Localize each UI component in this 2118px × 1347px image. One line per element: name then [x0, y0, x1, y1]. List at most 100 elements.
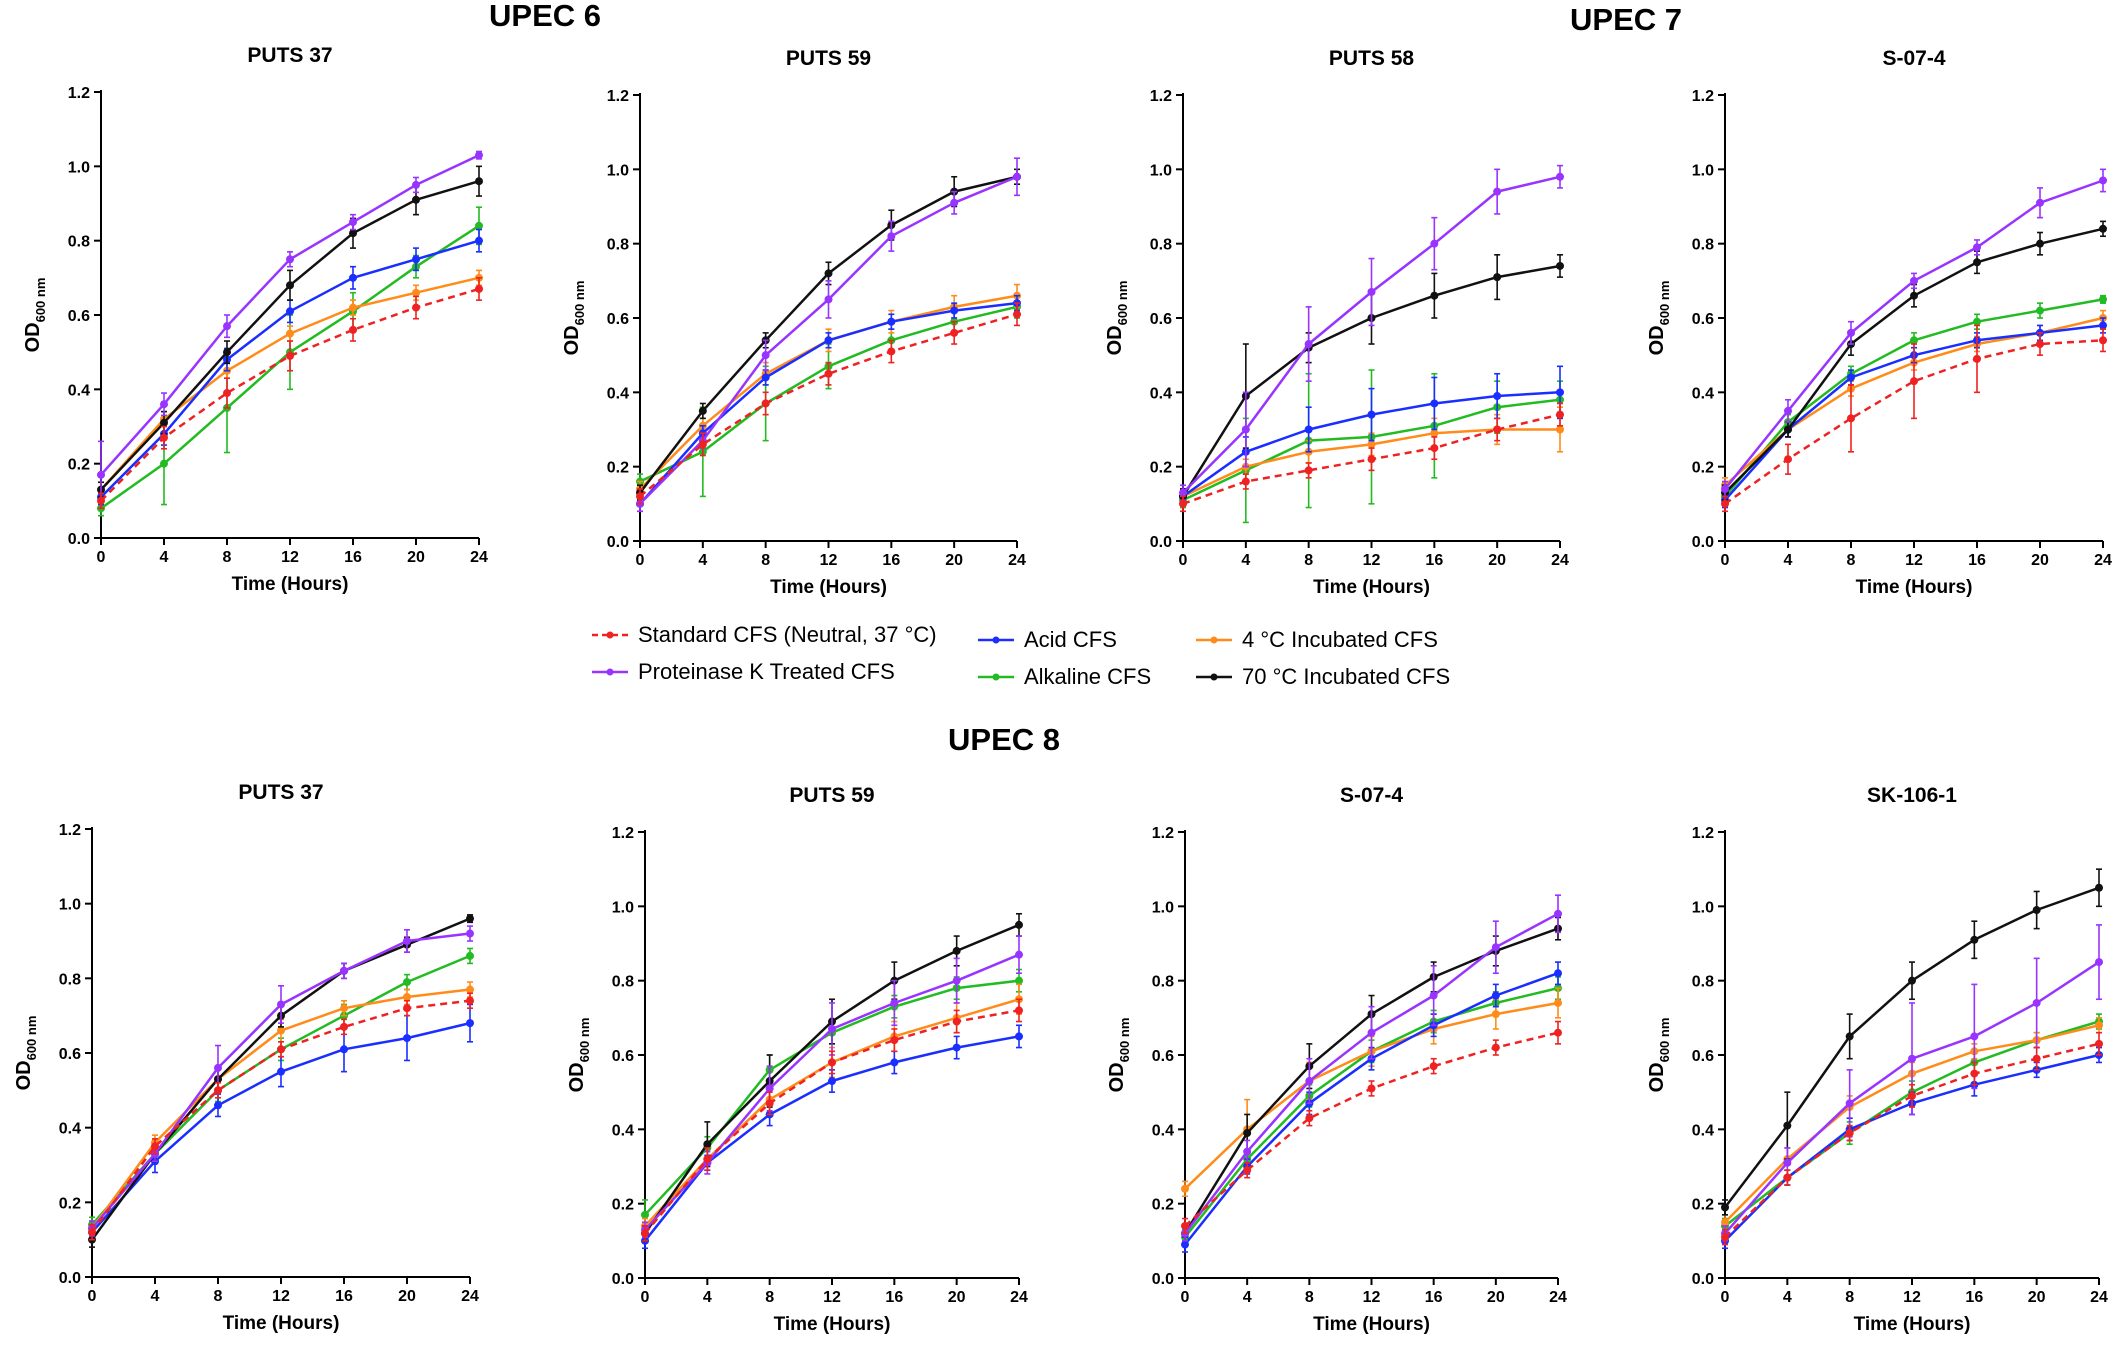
data-point	[1367, 1028, 1376, 1037]
data-point	[1908, 1054, 1916, 1063]
x-axis-label: Time (Hours)	[232, 574, 349, 595]
y-tick-label: 1.0	[1692, 162, 1714, 179]
series-proteinase-k-treated-cfs	[1179, 164, 1564, 501]
data-point	[2095, 1039, 2103, 1048]
data-point	[952, 1017, 961, 1026]
data-point	[1973, 243, 1981, 252]
data-point	[2099, 176, 2107, 185]
data-point	[698, 440, 707, 449]
chart-panel-6: PUTS 59 0.0 0.2 0.4 0.6 0.8 1.0 1.2 0 4 8 12 16 20 24 T…	[566, 784, 1028, 1335]
data-point	[1181, 1184, 1189, 1193]
x-tick-label: 12	[1363, 552, 1381, 569]
y-axis-label: OD600 nm	[1106, 1018, 1132, 1093]
chart-panel-5: PUTS 37 0.0 0.2 0.4 0.6 0.8 1.0 1.2 0 4 8 12 16 20 24 T…	[13, 781, 479, 1334]
y-tick-label: 0.8	[1150, 237, 1172, 254]
data-point	[1243, 1129, 1252, 1138]
x-tick-label: 24	[1008, 552, 1026, 569]
legend-item-4c: 4 °C Incubated CFS	[1194, 627, 1438, 653]
x-tick-label: 12	[1363, 1289, 1381, 1306]
x-tick-label: 8	[214, 1288, 223, 1305]
chart-title: PUTS 59	[786, 47, 871, 70]
series-line	[639, 294, 1018, 490]
legend-item-acid: Acid CFS	[976, 627, 1117, 653]
y-tick-label: 1.0	[1150, 162, 1172, 179]
series-line	[1184, 912, 1559, 1235]
x-tick-label: 20	[948, 1289, 966, 1306]
x-axis-label: Time (Hours)	[223, 1313, 340, 1334]
y-tick-label: 0.4	[1150, 385, 1172, 402]
group-title-upec8: UPEC 8	[948, 722, 1060, 757]
y-tick-label: 0.0	[612, 1271, 634, 1288]
data-point	[1973, 258, 1981, 267]
y-axis-label-subscript: 600 nm	[24, 1016, 39, 1061]
legend-label-alkaline: Alkaline CFS	[1024, 664, 1152, 689]
y-axis-label-main: OD	[566, 1062, 588, 1092]
chart-title: SK-106-1	[1867, 784, 1957, 807]
data-point	[1556, 261, 1564, 270]
legend: Standard CFS (Neutral, 37 °C) Proteinase…	[590, 622, 1490, 702]
data-point	[1784, 406, 1792, 415]
y-tick-label: 0.6	[68, 308, 90, 325]
data-point	[1721, 484, 1729, 493]
data-point	[1556, 172, 1564, 181]
x-tick-label: 24	[1549, 1289, 1567, 1306]
data-point	[2036, 340, 2044, 349]
x-tick-label: 4	[698, 552, 707, 569]
chart-panel-3: PUTS 58 0.0 0.2 0.4 0.6 0.8 1.0 1.2 0 4 8 12 16 20 24 T…	[1104, 47, 1569, 598]
data-point	[1970, 1032, 1979, 1041]
x-tick-label: 12	[281, 549, 299, 566]
y-axis-label: OD600 nm	[1646, 281, 1672, 356]
y-tick-label: 0.8	[1692, 974, 1714, 991]
legend-label-proteinase: Proteinase K Treated CFS	[638, 659, 895, 684]
series-standard-cfs-neutral-37-c	[641, 998, 1023, 1242]
data-point	[1181, 1240, 1189, 1249]
data-point	[1430, 399, 1439, 408]
data-point	[466, 1019, 474, 1028]
data-point	[1015, 976, 1023, 985]
data-point	[1304, 340, 1313, 349]
data-point	[952, 946, 961, 955]
data-point	[636, 492, 644, 501]
data-point	[1367, 1084, 1376, 1093]
data-point	[1493, 273, 1502, 282]
chart-panel-1: PUTS 37 0.0 0.2 0.4 0.6 0.8 1.0 1.2 0 4 8 12 16 20 24 T…	[22, 44, 488, 595]
y-tick-label: 0.4	[612, 1122, 634, 1139]
chart-title: PUTS 58	[1329, 47, 1415, 70]
data-point	[1367, 455, 1376, 464]
data-point	[412, 195, 420, 204]
data-point	[223, 348, 231, 357]
data-point	[1367, 287, 1376, 296]
data-point	[1845, 1129, 1854, 1138]
series-standard-cfs-neutral-37-c	[1181, 1020, 1562, 1235]
data-point	[1973, 317, 1981, 326]
x-tick-label: 16	[335, 1288, 353, 1305]
x-tick-label: 16	[344, 549, 362, 566]
data-point	[698, 406, 707, 415]
y-tick-label: 0.8	[612, 974, 634, 991]
data-point	[403, 1034, 411, 1043]
x-tick-label: 8	[223, 549, 232, 566]
data-point	[1783, 1173, 1792, 1182]
data-point	[88, 1228, 96, 1237]
data-point	[890, 1058, 899, 1067]
data-point	[641, 1229, 649, 1238]
data-point	[160, 433, 168, 442]
legend-label-acid: Acid CFS	[1024, 627, 1117, 652]
data-point	[349, 229, 357, 238]
data-point	[2099, 295, 2107, 304]
data-point	[1910, 336, 1918, 345]
y-axis-label-subscript: 600 nm	[1657, 1018, 1672, 1063]
data-point	[97, 470, 105, 479]
y-tick-label: 0.0	[1152, 1271, 1174, 1288]
data-point	[1179, 499, 1187, 508]
data-point	[1783, 1158, 1792, 1167]
legend-item-standard: Standard CFS (Neutral, 37 °C)	[590, 622, 937, 648]
data-point	[890, 1036, 899, 1045]
y-tick-label: 0.6	[1152, 1048, 1174, 1065]
y-axis-label-main: OD	[13, 1060, 35, 1090]
data-point	[1910, 377, 1918, 386]
x-tick-label: 20	[945, 552, 963, 569]
x-axis-label: Time (Hours)	[1313, 577, 1430, 598]
series-alkaline-cfs	[636, 294, 1021, 498]
data-point	[340, 1004, 348, 1013]
